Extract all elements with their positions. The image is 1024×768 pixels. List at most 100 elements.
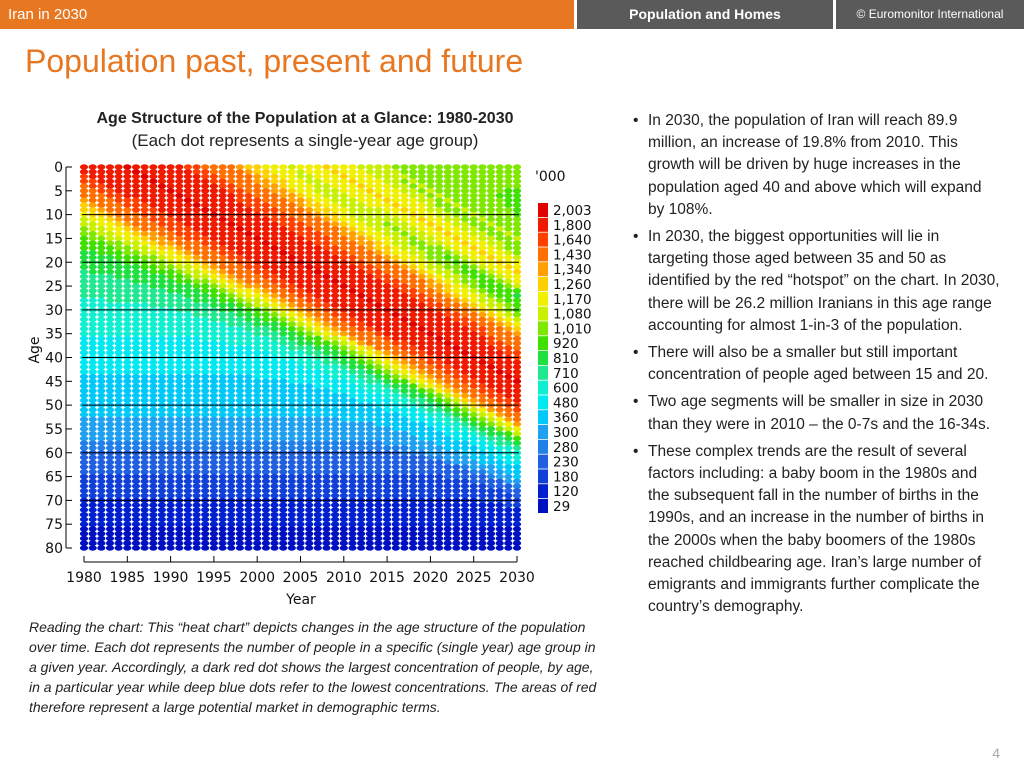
heat-dot (166, 540, 175, 546)
heat-dot (460, 383, 470, 389)
heat-dot (218, 250, 227, 256)
heat-dot (495, 273, 504, 280)
heat-dot (296, 350, 305, 356)
heat-dot (512, 488, 522, 494)
heat-dot (409, 340, 418, 346)
heat-dot (365, 516, 374, 523)
heat-dot (287, 535, 296, 542)
heat-dot (296, 445, 305, 451)
heat-dot (235, 345, 244, 351)
heat-dot (183, 216, 192, 223)
heat-dot (409, 183, 418, 189)
heat-dot (192, 488, 201, 494)
heat-dot (452, 373, 461, 380)
heat-dot (417, 369, 426, 375)
heat-dot (97, 531, 106, 537)
heat-dot (365, 421, 374, 427)
heat-dot (209, 435, 218, 442)
heat-dot (452, 231, 461, 237)
heat-dot (227, 264, 236, 270)
heat-dot (227, 240, 236, 246)
heat-dot (443, 359, 452, 365)
heat-dot (374, 283, 383, 289)
heat-dot (452, 411, 461, 418)
heat-dot (357, 250, 366, 256)
heat-dot (218, 278, 227, 284)
heat-dot (123, 469, 132, 475)
heat-dot (374, 454, 383, 461)
heat-dot (157, 292, 166, 299)
heat-dot (131, 373, 141, 380)
heat-dot (279, 521, 288, 527)
heat-dot (209, 440, 218, 446)
heat-dot (417, 264, 426, 270)
heat-dot (478, 335, 487, 342)
heat-dot (322, 512, 331, 518)
heat-dot (201, 183, 210, 189)
heat-dot (426, 545, 435, 551)
heat-dot (88, 416, 97, 423)
heat-dot (452, 407, 461, 413)
heat-dot (279, 512, 288, 518)
heat-dot (296, 221, 305, 227)
heat-dot (244, 331, 253, 337)
heat-dot (478, 173, 487, 180)
heat-dot (279, 483, 288, 489)
heat-dot (486, 373, 496, 380)
heat-dot (131, 521, 141, 527)
heat-dot (305, 397, 314, 404)
heat-dot (443, 283, 452, 289)
heat-dot (469, 297, 478, 304)
heat-dot (253, 297, 262, 304)
heat-dot (409, 378, 418, 384)
heat-dot (131, 164, 141, 170)
heat-dot (313, 397, 322, 404)
heat-dot (409, 464, 418, 470)
heat-dot (426, 302, 435, 308)
heat-dot (131, 512, 141, 518)
heat-dot (339, 435, 348, 442)
heat-dot (452, 340, 461, 346)
heat-dot (192, 483, 201, 489)
heat-dot (400, 392, 409, 399)
heat-dot (296, 531, 305, 537)
heat-dot (209, 173, 218, 180)
heat-dot (443, 488, 452, 494)
heat-dot (409, 316, 418, 323)
heat-dot (357, 445, 366, 451)
heat-dot (209, 164, 218, 170)
heat-dot (166, 169, 175, 175)
heat-dot (261, 264, 270, 270)
heat-dot (426, 331, 435, 337)
heat-dot (409, 335, 418, 342)
heat-dot (443, 426, 452, 432)
heat-dot (357, 426, 366, 432)
heat-dot (157, 440, 166, 446)
heat-dot (235, 321, 244, 327)
heat-dot (426, 526, 435, 532)
heat-dot (97, 183, 106, 189)
heat-dot (201, 235, 210, 242)
heat-dot (183, 421, 192, 427)
heat-dot (114, 364, 123, 370)
legend-swatch (538, 499, 548, 513)
heat-dot (183, 516, 192, 523)
heat-dot (365, 502, 374, 508)
heat-dot (339, 221, 348, 227)
heat-dot (218, 288, 227, 294)
heat-dot (339, 345, 348, 351)
heat-dot (443, 507, 452, 513)
heat-dot (140, 235, 149, 242)
heat-dot (218, 359, 227, 365)
heat-dot (331, 383, 340, 389)
heat-dot (201, 473, 210, 480)
heat-dot (313, 469, 322, 475)
heat-dot (114, 302, 123, 308)
heat-dot (313, 411, 322, 418)
heat-dot (305, 235, 314, 242)
heat-dot (192, 216, 201, 223)
heat-dot (105, 521, 115, 527)
heat-dot (97, 435, 106, 442)
heat-dot (365, 283, 374, 289)
heat-dot (235, 426, 244, 432)
